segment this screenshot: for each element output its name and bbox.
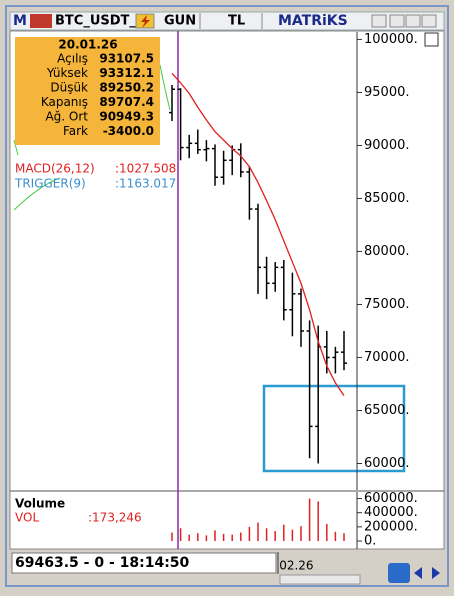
symbol[interactable]: BTC_USDT_ [55,14,136,29]
volume-tick-label: 600000. [364,491,418,506]
y-tick-label: 100000. [364,32,418,47]
status-text: 69463.5 - 0 - 18:14:50 [15,555,190,571]
close-button[interactable] [421,14,437,28]
y-tick-label: 65000. [364,403,410,418]
y-tick-label: 85000. [364,191,410,206]
x-tick-label: 02.26 [279,559,313,573]
app-icon: M [13,13,27,29]
status-box [11,552,277,574]
maximize-button[interactable] [405,14,421,28]
info-value: 89707.4 [99,95,154,109]
info-date: 20.01.26 [58,38,117,52]
info-box [15,37,160,145]
highlight-box [262,384,406,473]
info-label: Açılış [57,52,88,66]
info-label: Fark [63,124,88,138]
panel-button[interactable] [424,32,439,47]
volume-tick-label: 0. [364,534,376,549]
indicator-value: :1163.017 [115,177,176,191]
volume-tick-label: 200000. [364,519,418,534]
info-value: 89250.2 [99,81,154,95]
info-value: -3400.0 [103,124,154,138]
y-tick-label: 75000. [364,297,410,312]
period[interactable]: GUN [164,14,196,29]
scrollbar[interactable] [279,574,361,585]
volume-name: VOL [15,511,39,525]
y-tick-label: 90000. [364,138,410,153]
moving-average [171,72,345,397]
lightning-icon [141,15,150,28]
indicator-name: TRIGGER(9) [14,177,86,191]
volume-title: Volume [15,497,65,511]
y-tick-label: 80000. [364,244,410,259]
volume-tick-label: 400000. [364,505,418,520]
minimize-button[interactable] [389,14,405,28]
indicator-value: :1027.508 [115,162,176,176]
volume-value: :173,246 [88,511,142,525]
indicator-name: MACD(26,12) [15,162,95,176]
info-label: Ağ. Ort [45,110,88,124]
y-tick-label: 70000. [364,350,410,365]
y-tick-label: 95000. [364,85,410,100]
indicator-curve [13,64,171,211]
menu-button[interactable] [371,14,387,28]
info-label: Düşük [50,81,88,95]
info-value: 93312.1 [99,66,154,80]
currency[interactable]: TL [228,14,245,29]
info-label: Kapanış [41,95,88,109]
refresh-button[interactable] [388,563,410,583]
brand: MATRiKS [278,13,348,29]
info-value: 90949.3 [99,110,154,124]
title-bar [9,11,445,31]
symbol-icon [30,14,52,28]
info-value: 93107.5 [99,52,154,66]
nav-arrows[interactable] [414,567,440,579]
y-tick-label: 60000. [364,456,410,471]
info-label: Yüksek [46,66,88,80]
